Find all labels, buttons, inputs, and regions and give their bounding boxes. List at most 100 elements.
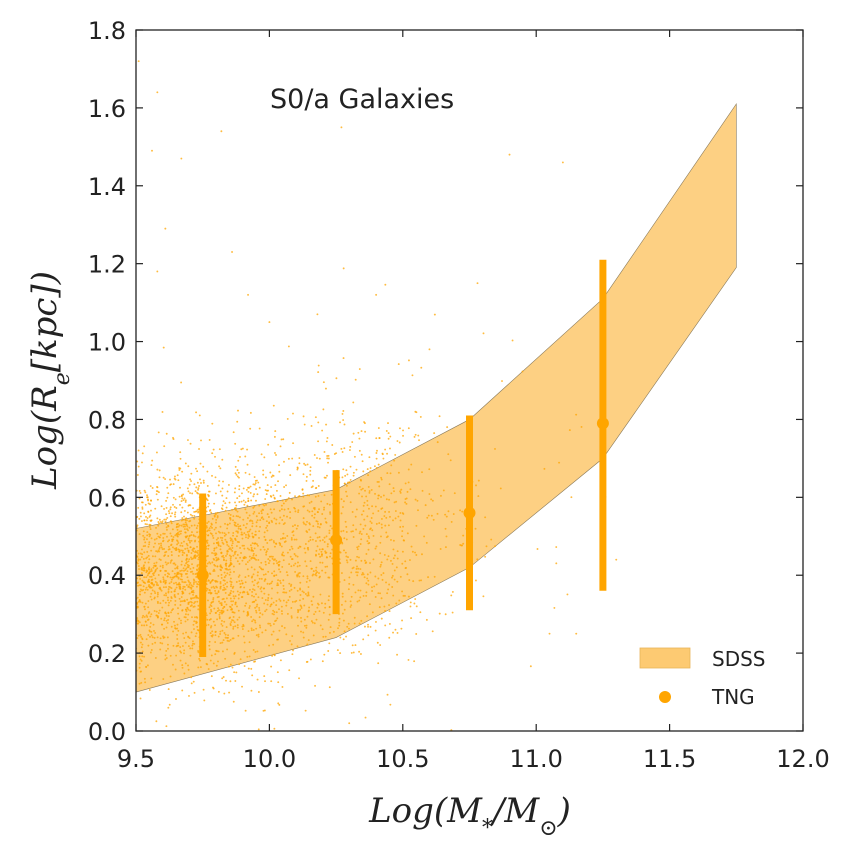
tng-galaxy-point <box>187 635 190 638</box>
tng-galaxy-point <box>169 561 172 564</box>
tng-galaxy-point <box>247 533 250 536</box>
tng-galaxy-point <box>253 511 256 513</box>
tng-galaxy-point <box>327 461 329 464</box>
tng-galaxy-point <box>184 572 187 575</box>
tng-scatter-points <box>136 60 618 731</box>
tng-galaxy-point <box>392 594 395 597</box>
tng-galaxy-point <box>261 508 264 511</box>
tng-galaxy-point <box>289 585 292 587</box>
tng-galaxy-point <box>410 545 413 548</box>
tng-galaxy-point <box>318 536 321 538</box>
tng-galaxy-point <box>147 545 150 548</box>
tng-galaxy-point <box>214 634 217 637</box>
tng-galaxy-point <box>326 545 329 548</box>
tng-galaxy-point <box>278 470 281 473</box>
tng-galaxy-point <box>215 585 218 588</box>
tng-galaxy-point <box>310 600 313 603</box>
tng-galaxy-point <box>148 533 151 536</box>
tng-galaxy-point <box>219 548 222 551</box>
tng-galaxy-point <box>232 600 235 603</box>
tng-galaxy-point <box>236 618 239 621</box>
tng-galaxy-point <box>459 544 462 546</box>
tng-galaxy-point <box>209 626 212 629</box>
tng-galaxy-point <box>154 564 157 567</box>
tng-galaxy-point <box>350 604 353 607</box>
tng-galaxy-point <box>349 605 352 608</box>
tng-galaxy-point <box>254 619 256 622</box>
tng-galaxy-point <box>252 506 255 509</box>
tng-galaxy-point <box>265 476 267 479</box>
tng-galaxy-point <box>146 664 149 667</box>
tng-galaxy-point <box>181 545 184 547</box>
tng-galaxy-point <box>226 553 229 556</box>
tng-galaxy-point <box>292 442 295 445</box>
tng-galaxy-point <box>156 595 159 598</box>
tng-galaxy-point <box>244 604 247 607</box>
tng-galaxy-point <box>399 512 402 514</box>
tng-galaxy-point <box>238 574 241 577</box>
tng-galaxy-point <box>158 522 160 525</box>
tng-galaxy-point <box>197 554 200 556</box>
tng-galaxy-point <box>161 642 164 645</box>
tng-galaxy-point <box>198 447 200 450</box>
tng-galaxy-point <box>250 627 253 630</box>
tng-galaxy-point <box>163 507 166 510</box>
tng-galaxy-point <box>270 582 273 585</box>
tng-galaxy-point <box>154 641 157 644</box>
tng-galaxy-point <box>160 589 163 592</box>
tng-galaxy-point <box>343 482 346 485</box>
tng-galaxy-point <box>193 620 196 623</box>
tng-galaxy-point <box>389 447 391 450</box>
tng-galaxy-point <box>160 544 163 547</box>
tng-galaxy-point <box>221 539 223 542</box>
tng-galaxy-point <box>176 638 179 640</box>
tng-galaxy-point <box>250 667 253 670</box>
tng-galaxy-point <box>395 500 398 503</box>
tng-galaxy-point <box>185 536 187 539</box>
tng-galaxy-point <box>275 454 277 456</box>
tng-galaxy-point <box>383 553 386 556</box>
tng-galaxy-point <box>242 635 245 638</box>
tng-galaxy-point <box>186 598 189 601</box>
tng-galaxy-point <box>271 474 274 477</box>
tng-galaxy-point <box>143 677 146 680</box>
tng-galaxy-point <box>451 611 454 614</box>
tng-galaxy-point <box>190 556 192 559</box>
tng-galaxy-point <box>352 471 355 474</box>
tng-galaxy-point <box>344 551 347 554</box>
tng-galaxy-point <box>379 563 382 566</box>
tng-galaxy-point <box>159 569 162 572</box>
tng-galaxy-point <box>175 526 178 529</box>
tng-galaxy-point <box>484 555 487 558</box>
tng-galaxy-point <box>140 566 143 569</box>
tng-galaxy-point <box>176 528 179 531</box>
tng-galaxy-point <box>244 576 247 579</box>
tng-galaxy-point <box>342 619 345 622</box>
tng-galaxy-point <box>377 494 380 497</box>
tng-galaxy-point <box>236 531 239 534</box>
tng-galaxy-point <box>212 585 215 588</box>
tng-galaxy-point <box>149 526 151 528</box>
tng-galaxy-point <box>543 467 546 470</box>
tng-galaxy-point <box>384 448 387 451</box>
tng-galaxy-point <box>216 515 219 518</box>
tng-galaxy-point <box>180 381 183 384</box>
tng-galaxy-point <box>406 573 409 576</box>
tng-galaxy-point <box>273 435 276 438</box>
tng-galaxy-point <box>188 539 191 542</box>
tng-galaxy-point <box>377 480 380 483</box>
tng-galaxy-point <box>263 675 266 678</box>
tng-galaxy-point <box>146 523 148 526</box>
tng-galaxy-point <box>268 539 271 542</box>
tng-galaxy-point <box>384 510 387 513</box>
tng-galaxy-point <box>341 595 344 598</box>
tng-galaxy-point <box>177 629 180 632</box>
tng-galaxy-point <box>190 597 192 600</box>
tng-galaxy-point <box>275 604 278 607</box>
tng-galaxy-point <box>302 521 305 524</box>
tng-galaxy-point <box>275 611 278 614</box>
tng-galaxy-point <box>156 91 159 94</box>
tng-galaxy-point <box>267 516 270 518</box>
tng-galaxy-point <box>158 542 160 545</box>
tng-galaxy-point <box>173 572 176 575</box>
